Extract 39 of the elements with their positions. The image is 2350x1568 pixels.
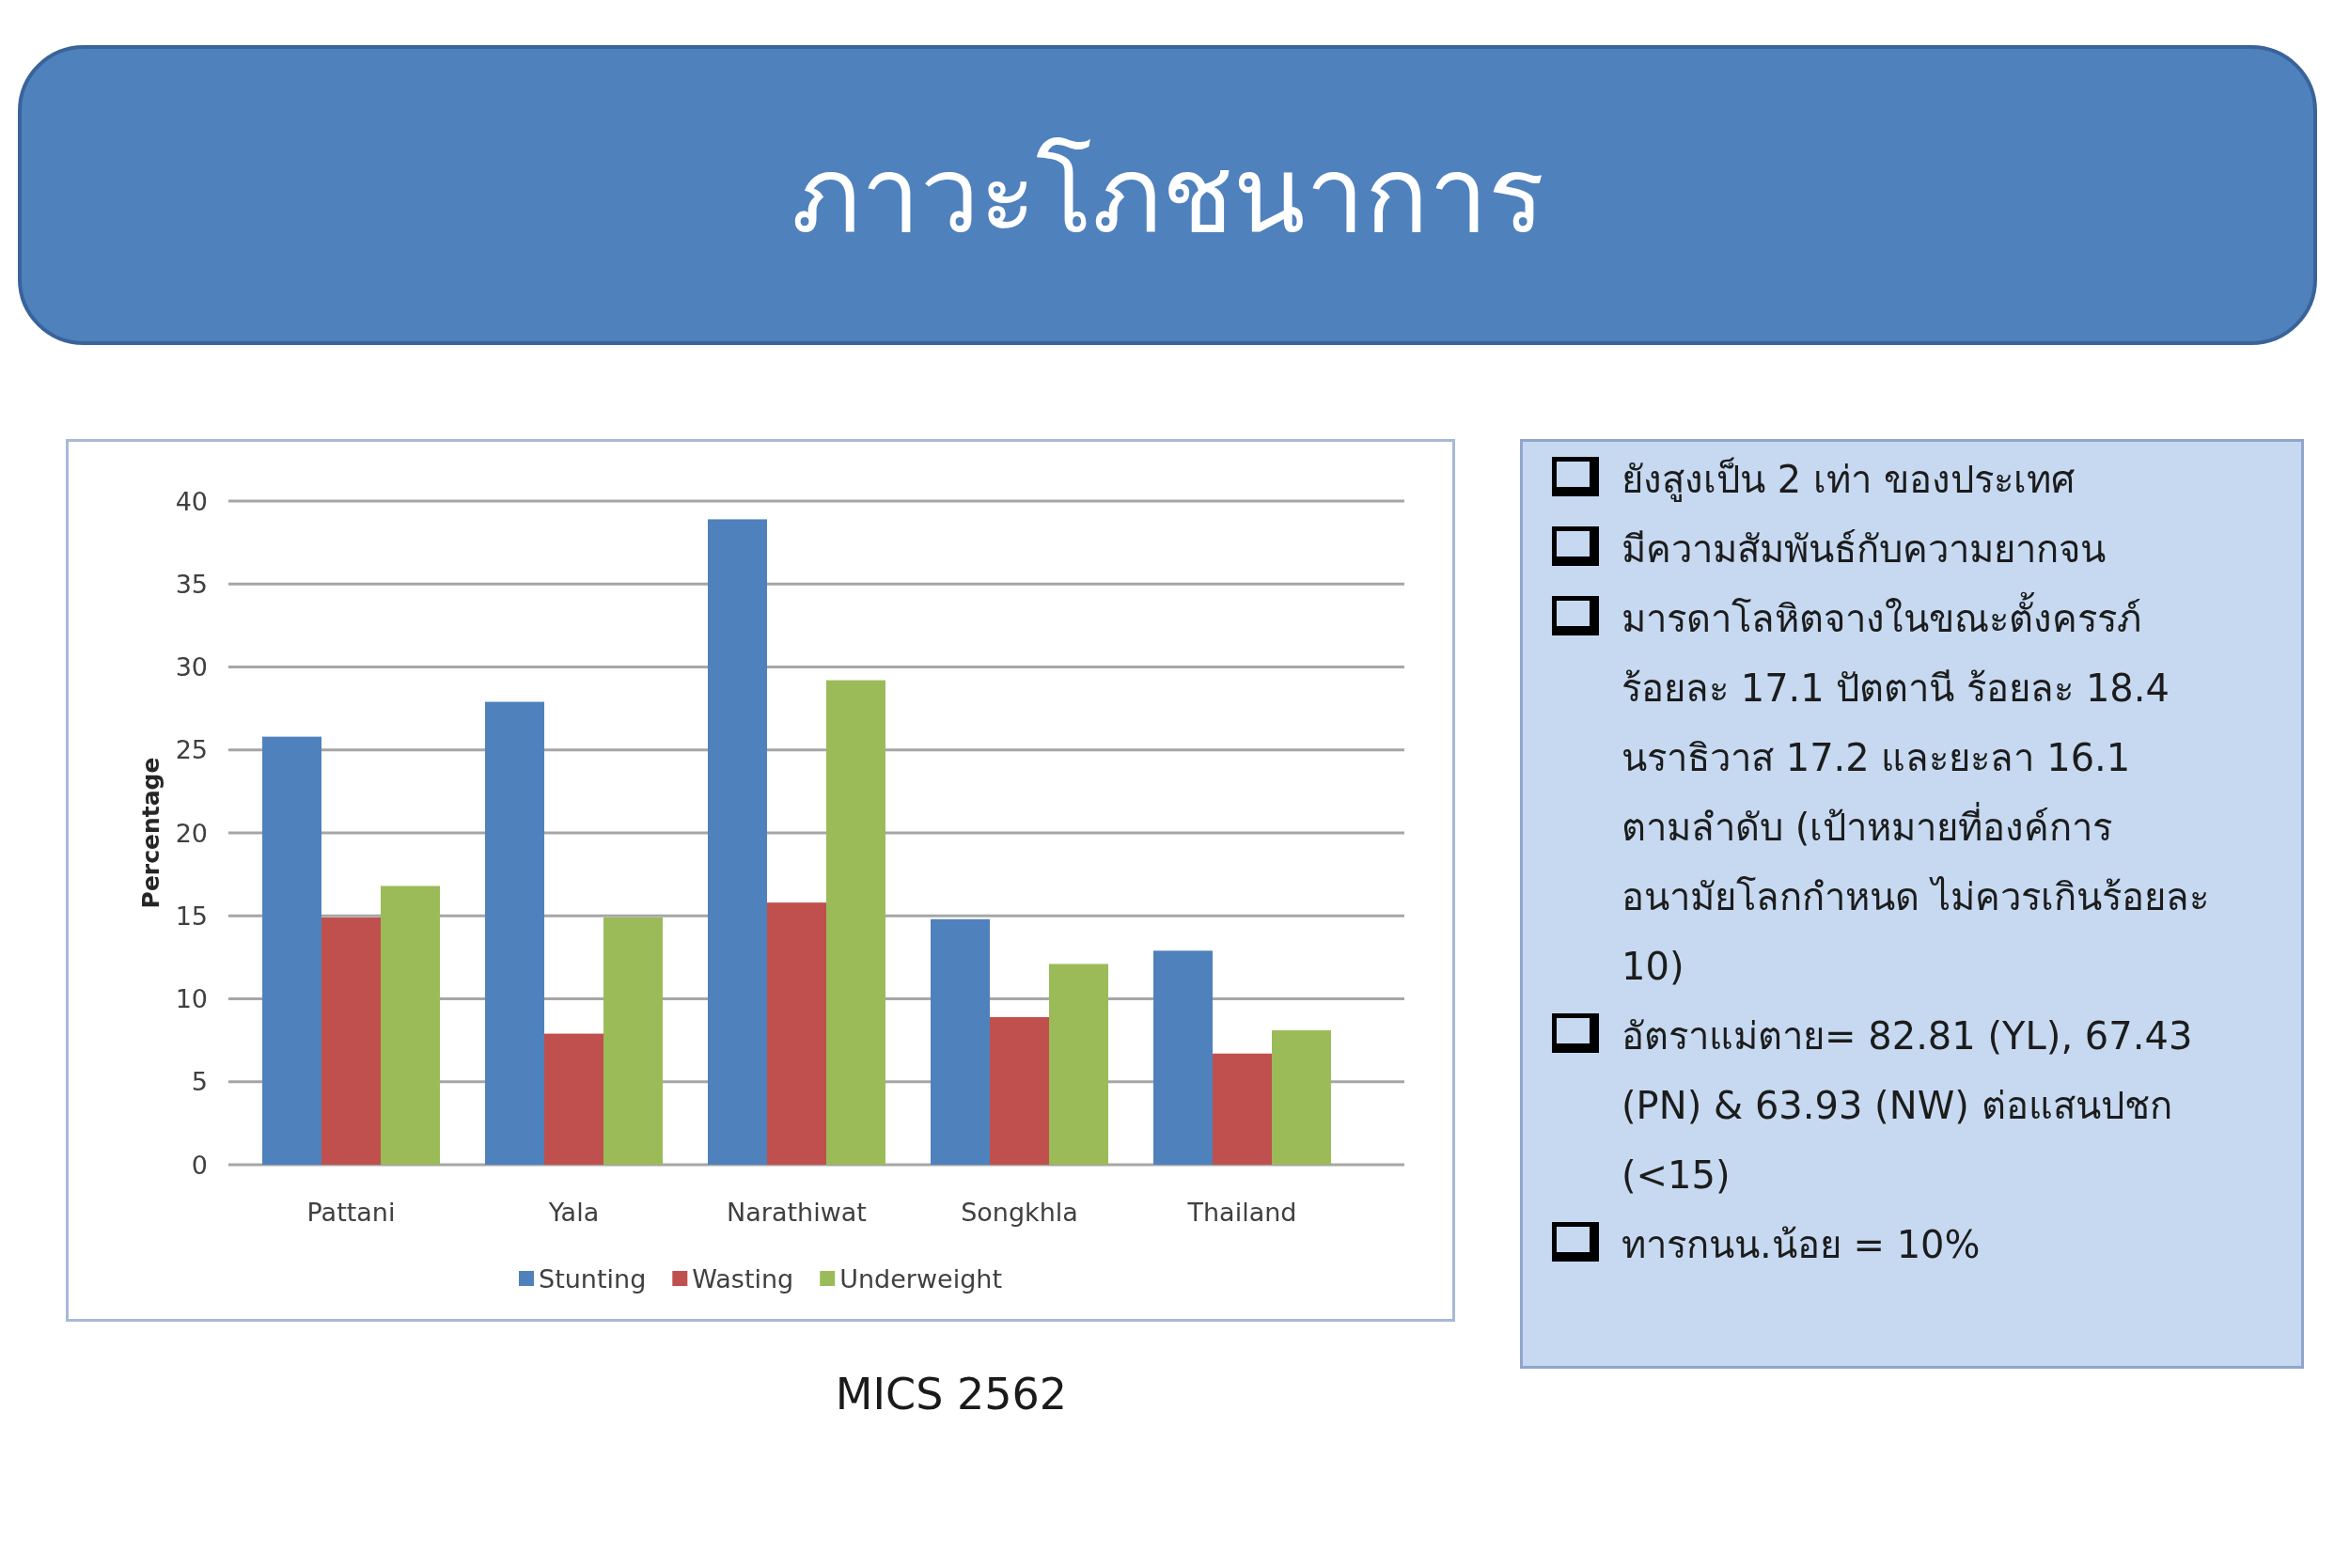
legend-label: Stunting bbox=[539, 1263, 647, 1294]
bar bbox=[931, 918, 990, 1165]
text: ยังสูงเป็น 2 เท่า ของประเทศ bbox=[1622, 458, 2075, 501]
bar bbox=[485, 701, 544, 1165]
chart-title: ภาวะโภชนาการ bbox=[791, 133, 1544, 259]
text: MICS 2562 bbox=[834, 1368, 1069, 1421]
bar bbox=[990, 1016, 1049, 1166]
x-tick-label: Narathiwat bbox=[727, 1197, 867, 1227]
bar bbox=[1272, 1030, 1331, 1165]
text: อัตราแม่ตาย= 82.81 (YL), 67.43 (PN) & 63.93 (NW) ต่อแสนปชก (<15) bbox=[1622, 1014, 2193, 1197]
x-tick-label: Songkhla bbox=[961, 1197, 1078, 1227]
bar bbox=[603, 917, 663, 1165]
y-tick-label: 5 bbox=[191, 1067, 208, 1097]
bar bbox=[1213, 1053, 1272, 1165]
x-tick-label: Thailand bbox=[1186, 1197, 1297, 1227]
bar bbox=[767, 902, 826, 1165]
x-tick-label: Yala bbox=[547, 1197, 600, 1227]
text: ทารกนน.น้อย = 10% bbox=[1622, 1223, 1981, 1266]
legend-label: Underweight bbox=[839, 1263, 1002, 1294]
y-tick-label: 35 bbox=[175, 569, 208, 599]
y-tick-label: 40 bbox=[175, 486, 208, 516]
y-tick-label: 0 bbox=[191, 1150, 208, 1180]
legend-label: Wasting bbox=[692, 1263, 794, 1294]
bar bbox=[381, 886, 440, 1165]
bar bbox=[544, 1033, 603, 1165]
y-tick-label: 30 bbox=[175, 652, 208, 682]
bar bbox=[708, 519, 767, 1165]
bar bbox=[1153, 950, 1213, 1166]
y-tick-label: 10 bbox=[175, 984, 208, 1013]
bar bbox=[826, 680, 885, 1165]
bar bbox=[262, 736, 321, 1165]
x-tick-label: Pattani bbox=[306, 1197, 396, 1227]
text: มีความสัมพันธ์กับความยากจน bbox=[1622, 527, 2106, 571]
y-tick-label: 20 bbox=[175, 818, 208, 848]
y-tick-label: 25 bbox=[175, 735, 208, 765]
y-tick-label: 15 bbox=[175, 901, 208, 931]
y-axis-title: Percentage bbox=[136, 757, 164, 909]
bar bbox=[1049, 964, 1108, 1166]
bar bbox=[321, 917, 381, 1165]
